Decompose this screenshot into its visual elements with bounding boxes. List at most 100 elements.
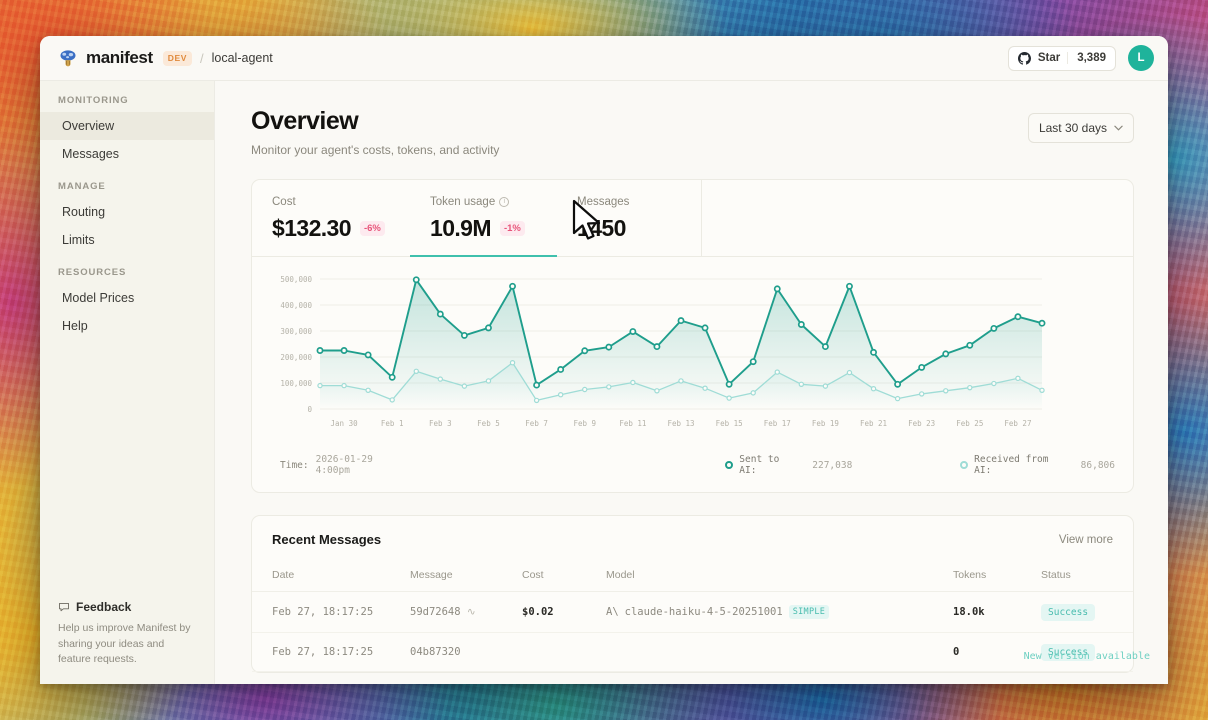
- usage-chart[interactable]: 0 100,000 200,000 300,000 400,000 500,000 Jan …: [252, 257, 1133, 448]
- svg-text:Feb 5: Feb 5: [477, 419, 500, 428]
- avatar[interactable]: L: [1128, 45, 1154, 71]
- view-more-link[interactable]: View more: [1058, 533, 1113, 546]
- topbar-actions: Star 3,389 L: [1007, 45, 1154, 71]
- recent-messages-header: Recent Messages View more: [252, 516, 1133, 547]
- star-label: Star: [1037, 52, 1061, 64]
- stat-card-cost[interactable]: Cost $132.30 -6%: [252, 180, 410, 256]
- stat-label: Cost: [272, 196, 410, 208]
- sidebar-item-model-prices[interactable]: Model Prices: [40, 284, 214, 312]
- sidebar-item-label: Messages: [62, 147, 119, 161]
- cell-status: Success: [1041, 591, 1133, 633]
- chart-time-key: Time:: [280, 459, 309, 471]
- sidebar-item-routing[interactable]: Routing: [40, 198, 214, 226]
- recent-messages-table: Date Message Cost Model Tokens Status Fe…: [252, 561, 1133, 672]
- stat-label-text: Token usage: [430, 196, 496, 208]
- brand-name: manifest: [86, 48, 153, 67]
- model-complexity-chip: SIMPLE: [788, 605, 830, 619]
- chart-svg: 0 100,000 200,000 300,000 400,000 500,000 Jan …: [280, 275, 1046, 428]
- env-badge: DEV: [162, 50, 192, 66]
- sidebar-item-messages[interactable]: Messages: [40, 140, 214, 168]
- chevron-down-icon: [1114, 125, 1123, 131]
- cell-cost: [522, 632, 606, 672]
- date-range-value: Last 30 days: [1038, 121, 1107, 135]
- github-star-button[interactable]: Star 3,389: [1007, 45, 1116, 71]
- column-header-status: Status: [1041, 561, 1133, 592]
- svg-text:200,000: 200,000: [280, 353, 312, 362]
- breadcrumb-separator: /: [200, 50, 204, 66]
- breadcrumb-project[interactable]: local-agent: [211, 51, 273, 65]
- stat-card-messages[interactable]: Messages 1450: [557, 180, 702, 256]
- chart-footer: Time: 2026-01-29 4:00pm Sent to AI: 227,…: [252, 448, 1133, 492]
- message-id: 04b87320: [410, 646, 461, 658]
- table-row[interactable]: Feb 27, 18:17:25 04b87320 0 Success: [252, 632, 1133, 672]
- svg-text:Feb 23: Feb 23: [908, 419, 935, 428]
- stats-row: Cost $132.30 -6% Token usage i: [252, 180, 1133, 257]
- brand-area[interactable]: manifest DEV: [58, 48, 192, 68]
- avatar-initial: L: [1137, 52, 1145, 64]
- body-split: MONITORING Overview Messages MANAGE Rout…: [40, 81, 1168, 684]
- svg-text:Feb 13: Feb 13: [667, 419, 694, 428]
- column-header-model: Model: [606, 561, 953, 592]
- cell-message: 59d72648 ∿: [410, 591, 522, 633]
- table-header-row: Date Message Cost Model Tokens Status: [252, 561, 1133, 592]
- sparkline-icon: ∿: [466, 606, 476, 618]
- stat-delta-badge: -6%: [359, 221, 385, 236]
- legend-label: Sent to AI:: [739, 454, 780, 476]
- feedback-header: Feedback: [58, 600, 196, 614]
- nav-gap: [40, 254, 214, 267]
- feedback-text: Help us improve Manifest by sharing your…: [58, 621, 191, 666]
- sidebar-item-limits[interactable]: Limits: [40, 226, 214, 254]
- mushroom-logo-icon: [60, 50, 76, 67]
- page-header-text: Overview Monitor your agent's costs, tok…: [251, 107, 499, 157]
- table-body: Feb 27, 18:17:25 59d72648 ∿ $0.02 A\ cla…: [252, 591, 1133, 672]
- anthropic-icon: A\: [606, 606, 619, 618]
- cell-tokens: 18.0k: [953, 591, 1041, 633]
- svg-text:0: 0: [307, 405, 312, 414]
- legend-received-from-ai: Received from AI: 86,806: [960, 454, 1115, 476]
- column-header-cost: Cost: [522, 561, 606, 592]
- feedback-block[interactable]: Feedback Help us improve Manifest by sha…: [40, 586, 214, 684]
- stat-value: $132.30: [272, 215, 352, 241]
- svg-text:100,000: 100,000: [280, 379, 312, 388]
- sidebar-group-resources: RESOURCES: [58, 267, 127, 278]
- stat-value-row: $132.30 -6%: [272, 215, 410, 242]
- svg-text:Jan 30: Jan 30: [331, 419, 359, 428]
- message-id: 59d72648: [410, 606, 461, 618]
- stat-card-token-usage[interactable]: Token usage i 10.9M -1%: [410, 180, 557, 257]
- sidebar-item-help[interactable]: Help: [40, 312, 214, 340]
- legend-value: 227,038: [812, 459, 853, 471]
- svg-text:Feb 21: Feb 21: [860, 419, 887, 428]
- sidebar-group-monitoring: MONITORING: [58, 95, 129, 106]
- cell-date: Feb 27, 18:17:25: [252, 632, 410, 672]
- stat-delta-badge: -1%: [499, 221, 525, 236]
- chart-time-value: 2026-01-29 4:00pm: [315, 454, 373, 476]
- sidebar-item-label: Limits: [62, 233, 95, 247]
- sidebar-group-manage: MANAGE: [58, 181, 106, 192]
- svg-text:Feb 3: Feb 3: [429, 419, 452, 428]
- sidebar-item-label: Model Prices: [62, 291, 135, 305]
- recent-messages-title: Recent Messages: [272, 532, 382, 547]
- stat-value-row: 1450: [577, 215, 701, 242]
- table-head: Date Message Cost Model Tokens Status: [252, 561, 1133, 592]
- table-row[interactable]: Feb 27, 18:17:25 59d72648 ∿ $0.02 A\ cla…: [252, 591, 1133, 633]
- svg-text:Feb 1: Feb 1: [381, 419, 404, 428]
- date-range-select[interactable]: Last 30 days: [1027, 113, 1134, 143]
- page-title: Overview: [251, 107, 359, 135]
- sidebar-item-overview[interactable]: Overview: [40, 112, 214, 140]
- svg-text:Feb 27: Feb 27: [1004, 419, 1031, 428]
- star-count: 3,389: [1067, 52, 1106, 64]
- github-icon: [1017, 51, 1031, 65]
- legend-dot-icon: [960, 461, 969, 469]
- sidebar: MONITORING Overview Messages MANAGE Rout…: [40, 81, 215, 684]
- svg-text:Feb 11: Feb 11: [619, 419, 646, 428]
- svg-text:Feb 7: Feb 7: [525, 419, 548, 428]
- app-window: manifest DEV / local-agent Star 3,389 L …: [40, 36, 1168, 684]
- top-bar: manifest DEV / local-agent Star 3,389 L: [40, 36, 1168, 81]
- active-tab-underline: [410, 254, 557, 257]
- sidebar-item-label: Routing: [62, 205, 106, 219]
- info-icon[interactable]: i: [499, 197, 510, 207]
- svg-text:Feb 9: Feb 9: [573, 419, 596, 428]
- cell-model: A\ claude-haiku-4-5-20251001 SIMPLE: [606, 591, 953, 633]
- legend-dot-icon: [725, 461, 734, 469]
- stat-label-text: Cost: [272, 196, 296, 208]
